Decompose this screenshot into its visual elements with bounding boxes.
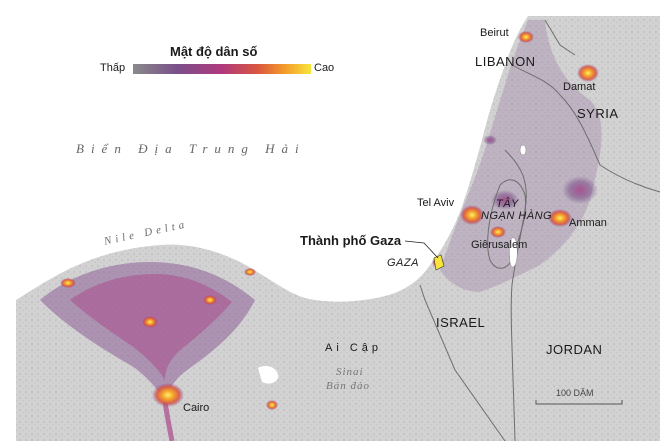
label-cairo: Cairo: [183, 402, 210, 414]
label-gaza-city: Thành phố Gaza: [300, 233, 402, 248]
damascus-hotspot: [577, 64, 599, 82]
label-tel-aviv: Tel Aviv: [417, 197, 455, 209]
label-sea: Biển Địa Trung Hải: [76, 141, 306, 156]
westbank-cluster: [491, 190, 519, 210]
label-amman: Amman: [569, 217, 607, 229]
alexandria-hotspot: [60, 278, 76, 288]
label-sinai-line1: Sinai: [336, 366, 364, 378]
scale-bar-label: 100 DẶM: [556, 388, 594, 398]
legend-title: Mật độ dân số: [170, 44, 258, 59]
haifa-hotspot: [483, 135, 497, 145]
label-lebanon: LIBANON: [475, 54, 536, 69]
jordan-cluster: [562, 176, 598, 204]
scale-bar: [535, 400, 623, 405]
dead-sea: [509, 237, 518, 268]
label-gaza: GAZA: [387, 257, 419, 269]
portsaid-hotspot: [244, 268, 256, 276]
legend-low-label: Thấp: [100, 62, 126, 74]
delta-hotspot-1: [142, 316, 158, 328]
suez-hotspot: [266, 400, 278, 410]
label-west-bank-line2: NGẠN HÀNG: [481, 210, 553, 222]
gaza-leader-line: [404, 240, 439, 259]
label-beirut: Beirut: [480, 27, 509, 39]
label-damascus: Damat: [563, 81, 596, 93]
label-israel: ISRAEL: [436, 315, 486, 330]
label-jordan: JORDAN: [546, 342, 603, 357]
label-sinai-line2: Bán đảo: [326, 380, 370, 392]
amman-hotspot: [548, 209, 572, 227]
label-west-bank-line1: TÂY: [496, 198, 519, 210]
beirut-hotspot: [518, 31, 534, 43]
cairo-hotspot: [152, 383, 184, 407]
legend-gradient-bar: [133, 64, 311, 74]
telaviv-hotspot: [460, 205, 484, 225]
delta-hotspot-2: [203, 295, 217, 305]
label-egypt: Ai Cập: [325, 342, 383, 354]
label-jerusalem: Giêrusalem: [471, 239, 528, 251]
galilee-lake: [519, 144, 527, 156]
label-syria: SYRIA: [577, 106, 619, 121]
nile-river: [162, 401, 175, 441]
legend-high-label: Cao: [314, 62, 335, 74]
gaza-strip: [433, 254, 445, 271]
sinai-lake: [258, 366, 279, 384]
jerusalem-hotspot: [490, 226, 506, 238]
